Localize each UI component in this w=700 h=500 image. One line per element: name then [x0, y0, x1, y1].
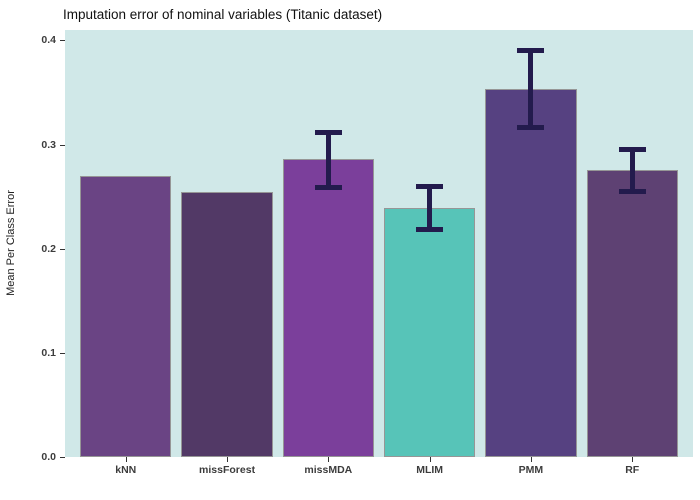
y-tick-label-0.0: 0.0 — [41, 451, 56, 463]
x-tick-label-missMDA: missMDA — [304, 464, 353, 476]
bar-kNN — [80, 175, 172, 457]
x-tick-label-PMM: PMM — [518, 464, 544, 476]
x-tick-mark — [632, 457, 634, 462]
x-tick-mark — [530, 457, 532, 462]
y-tick-label-0.2: 0.2 — [41, 242, 56, 255]
error-bar-line-PMM — [528, 50, 534, 128]
x-tick-mark — [429, 457, 431, 462]
y-tick-mark — [60, 457, 65, 458]
bar-PMM — [485, 89, 577, 457]
x-tick-mark — [227, 457, 229, 462]
bar-MLIM — [384, 208, 476, 457]
bar-missForest — [181, 192, 273, 457]
x-tick-label-missForest: missForest — [199, 464, 256, 476]
bar-RF — [586, 169, 678, 457]
error-bar-line-missMDA — [325, 132, 331, 188]
x-tick-label-MLIM: MLIM — [416, 464, 444, 476]
y-tick-label-0.4: 0.4 — [41, 34, 56, 47]
y-tick-mark — [60, 248, 65, 250]
error-bar-line-MLIM — [427, 186, 433, 230]
y-tick-label-0.1: 0.1 — [41, 346, 56, 359]
plot-panel — [65, 30, 693, 457]
error-bar-cap-top-RF — [618, 147, 646, 153]
error-bar-cap-top-missMDA — [314, 129, 342, 135]
error-bar-cap-bottom-missMDA — [314, 184, 342, 190]
x-tick-mark — [328, 457, 330, 462]
y-tick-mark — [60, 40, 65, 42]
x-tick-label-RF: RF — [625, 464, 640, 476]
error-bar-line-RF — [629, 149, 635, 192]
error-bar-cap-bottom-RF — [618, 188, 646, 194]
error-bar-cap-bottom-MLIM — [416, 227, 444, 233]
error-bar-cap-bottom-PMM — [517, 125, 545, 131]
chart-title: Imputation error of nominal variables (T… — [63, 7, 383, 22]
bar-missMDA — [282, 159, 374, 457]
x-tick-mark — [125, 457, 127, 462]
y-tick-mark — [60, 352, 65, 354]
y-tick-mark — [60, 144, 65, 146]
x-tick-label-kNN: kNN — [115, 464, 137, 476]
y-tick-label-0.3: 0.3 — [41, 138, 56, 151]
error-bar-cap-top-MLIM — [416, 183, 444, 189]
error-bar-cap-top-PMM — [517, 48, 545, 54]
